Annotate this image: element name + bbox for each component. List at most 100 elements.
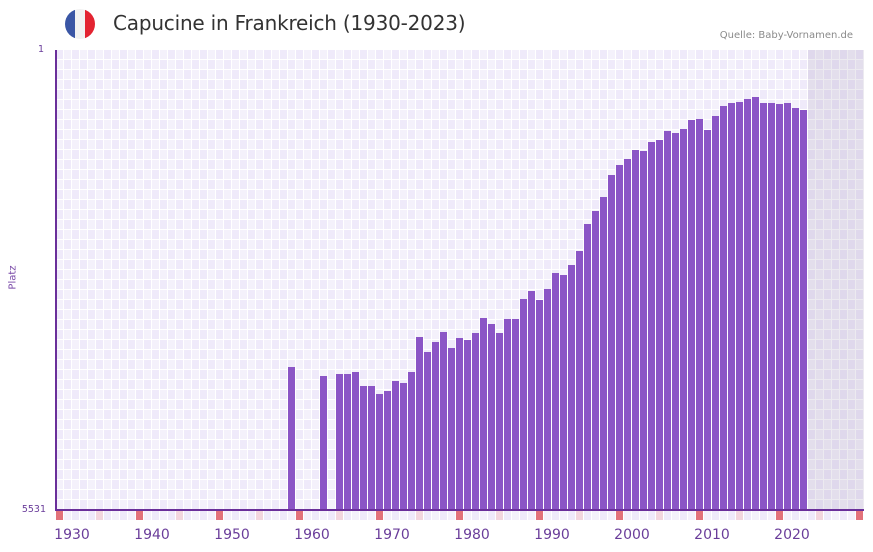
year-cell [544,511,551,520]
bar-1990[interactable] [536,299,543,510]
bar-1996[interactable] [584,223,591,510]
year-cell [248,511,255,520]
bar-1988[interactable] [520,298,527,510]
year-cell [192,511,199,520]
bar-1971[interactable] [384,390,391,510]
plot-area [56,50,864,510]
bar-2003[interactable] [640,150,647,510]
bar-1980[interactable] [456,337,463,510]
bar-2018[interactable] [760,102,767,510]
year-cell [632,511,639,520]
bar-1976[interactable] [424,351,431,510]
year-cell [272,511,279,520]
year-cell [320,511,327,520]
bar-1984[interactable] [488,323,495,510]
bar-2001[interactable] [624,158,631,510]
y-axis-title: Platz [7,265,19,290]
year-cell [784,511,791,520]
bar-1994[interactable] [568,264,575,510]
bar-2019[interactable] [768,102,775,510]
y-axis-line [55,50,57,511]
bar-1986[interactable] [504,318,511,510]
bar-2008[interactable] [680,128,687,510]
bar-1983[interactable] [480,317,487,510]
bar-1989[interactable] [528,290,535,510]
bar-2013[interactable] [720,105,727,510]
year-cell [584,511,591,520]
bar-2006[interactable] [664,130,671,510]
decade-marker [776,511,783,520]
bar-2005[interactable] [656,139,663,510]
year-cell [568,511,575,520]
bar-2000[interactable] [616,164,623,510]
decade-marker [696,511,703,520]
bar-2007[interactable] [672,132,679,510]
half-decade-marker [736,511,743,520]
bar-2016[interactable] [744,98,751,510]
year-cell [688,511,695,520]
bar-1978[interactable] [440,331,447,510]
bar-1975[interactable] [416,336,423,510]
half-decade-marker [656,511,663,520]
x-axis-line [55,509,864,511]
bar-2014[interactable] [728,102,735,510]
bar-1972[interactable] [392,380,399,510]
bar-1999[interactable] [608,174,615,510]
bar-1974[interactable] [408,371,415,510]
bar-2021[interactable] [784,102,791,510]
bar-2017[interactable] [752,96,759,510]
half-decade-marker [96,511,103,520]
year-cell [72,511,79,520]
bar-1998[interactable] [600,196,607,510]
bar-1991[interactable] [544,288,551,510]
bar-1993[interactable] [560,274,567,510]
bar-2004[interactable] [648,141,655,510]
bar-1968[interactable] [360,385,367,510]
bar-2015[interactable] [736,101,743,510]
bar-1997[interactable] [592,210,599,510]
year-cell [288,511,295,520]
bar-1966[interactable] [344,373,351,510]
bar-1979[interactable] [448,347,455,510]
year-cell [168,511,175,520]
year-cell [224,511,231,520]
bar-1969[interactable] [368,385,375,510]
bar-1987[interactable] [512,318,519,510]
bar-1995[interactable] [576,250,583,510]
bar-1973[interactable] [400,383,407,510]
bar-2012[interactable] [712,115,719,510]
year-cell [104,511,111,520]
year-cell [480,511,487,520]
bar-1967[interactable] [352,371,359,510]
year-cell [648,511,655,520]
bar-1965[interactable] [336,373,343,510]
bar-1982[interactable] [472,332,479,510]
bar-1977[interactable] [432,341,439,510]
bar-1970[interactable] [376,393,383,510]
bar-2009[interactable] [688,119,695,510]
year-cell [824,511,831,520]
year-cell [144,511,151,520]
bar-2010[interactable] [696,118,703,510]
bar-2022[interactable] [792,107,799,510]
bar-2023[interactable] [800,109,807,510]
year-cell [744,511,751,520]
bar-1985[interactable] [496,332,503,510]
year-cell [392,511,399,520]
bar-2002[interactable] [632,149,639,510]
bar-2011[interactable] [704,129,711,510]
chart-title: Capucine in Frankreich (1930-2023) [113,11,466,35]
bar-1981[interactable] [464,339,471,510]
x-tick-1950: 1950 [214,527,250,543]
x-tick-2010: 2010 [694,527,730,543]
bar-1963[interactable] [320,376,327,510]
year-cell [232,511,239,520]
year-cell [128,511,135,520]
bar-1959[interactable] [288,366,295,510]
year-cell [560,511,567,520]
year-cell [472,511,479,520]
year-cell [264,511,271,520]
bar-1992[interactable] [552,272,559,510]
bar-2020[interactable] [776,103,783,510]
year-cell [848,511,855,520]
